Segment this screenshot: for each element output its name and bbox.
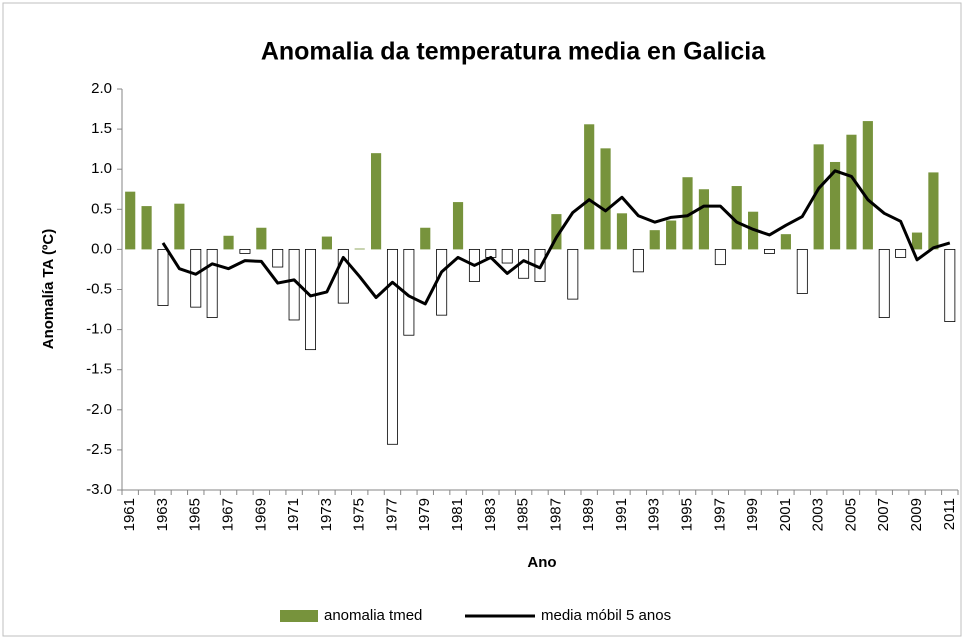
x-tick-label: 1983: [482, 498, 499, 531]
line: [161, 169, 951, 306]
x-tick-label: 1963: [154, 498, 171, 531]
legend-swatch: [280, 610, 318, 622]
x-tick-label: 1973: [318, 498, 335, 531]
x-tick-label: 1989: [580, 498, 597, 531]
bar: [501, 248, 513, 264]
bar: [567, 248, 579, 300]
y-tick-label: -2.5: [86, 441, 112, 458]
y-tick-label: -1.0: [86, 321, 112, 338]
x-tick-label: 1965: [187, 498, 204, 531]
y-tick-label: 0.5: [91, 200, 112, 217]
y-tick-label: -3.0: [86, 481, 112, 498]
bar: [157, 248, 169, 306]
bar: [731, 186, 742, 250]
bar: [600, 148, 611, 250]
y-tick-label: 1.0: [91, 160, 112, 177]
bar: [846, 134, 857, 250]
bar: [666, 220, 677, 250]
chart-title: Anomalia da temperatura media en Galicia: [261, 38, 766, 66]
x-tick-label: 1985: [515, 498, 532, 531]
x-tick-label: 1997: [711, 498, 728, 531]
x-tick-label: 2009: [908, 498, 925, 531]
bar: [125, 191, 136, 250]
bar: [649, 230, 660, 250]
y-tick-label: 2.0: [91, 80, 112, 97]
bar: [698, 189, 710, 250]
bar: [780, 234, 791, 250]
bar: [764, 248, 775, 254]
y-tick-label: -0.5: [86, 280, 112, 297]
bar: [928, 172, 939, 250]
bar: [862, 121, 873, 250]
x-tick-label: 1981: [449, 498, 466, 531]
x-tick-label: 1971: [285, 498, 302, 531]
bar: [452, 202, 464, 250]
bar: [321, 236, 332, 250]
bar: [829, 161, 841, 250]
y-tick-label: -1.5: [86, 361, 112, 378]
x-tick-label: 1967: [220, 498, 237, 531]
bar: [436, 248, 448, 316]
bar: [813, 144, 824, 250]
x-tick-label: 1991: [613, 498, 630, 531]
bar: [354, 248, 365, 250]
y-axis-label: Anomalía TA (ºC): [40, 229, 57, 349]
bar: [174, 203, 185, 250]
bar: [944, 248, 956, 322]
bar: [895, 248, 907, 258]
legend-label: anomalia tmed: [324, 607, 422, 624]
x-tick-label: 2005: [842, 498, 859, 531]
x-tick-label: 1993: [646, 498, 663, 531]
bar: [206, 248, 218, 318]
y-tick-label: 1.5: [91, 120, 112, 137]
x-tick-label: 1977: [383, 498, 400, 531]
bar: [223, 235, 234, 250]
bar: [878, 248, 890, 318]
x-tick-label: 1995: [678, 498, 695, 531]
x-tick-label: 2007: [875, 498, 892, 531]
bar: [551, 214, 562, 250]
x-tick-label: 1999: [744, 498, 761, 531]
legend-label: media móbil 5 anos: [541, 607, 671, 624]
bar: [682, 177, 693, 250]
bar: [141, 206, 152, 250]
bar: [190, 248, 202, 308]
x-tick-label: 1979: [416, 498, 433, 531]
x-tick-label: 1969: [252, 498, 269, 531]
bar: [337, 248, 349, 304]
x-tick-label: 2001: [777, 498, 794, 531]
y-tick-label: 0.0: [91, 240, 112, 257]
y-tick-label: -2.0: [86, 401, 112, 418]
x-tick-label: 2011: [941, 498, 958, 530]
x-axis-label: Ano: [527, 554, 556, 571]
bar: [584, 124, 595, 250]
bar: [239, 248, 251, 254]
bar: [714, 248, 726, 266]
bar: [796, 248, 808, 294]
bar: [616, 213, 628, 250]
x-tick-label: 1961: [121, 498, 138, 531]
x-tick-label: 1987: [547, 498, 564, 531]
bar: [386, 248, 398, 445]
x-tick-label: 1975: [351, 498, 368, 531]
bar: [632, 248, 644, 273]
bar: [420, 227, 431, 250]
bar: [911, 232, 923, 250]
bar: [256, 227, 267, 250]
bar: [370, 153, 382, 250]
bar: [272, 248, 284, 268]
x-tick-label: 2003: [810, 498, 827, 531]
bar: [305, 248, 316, 351]
